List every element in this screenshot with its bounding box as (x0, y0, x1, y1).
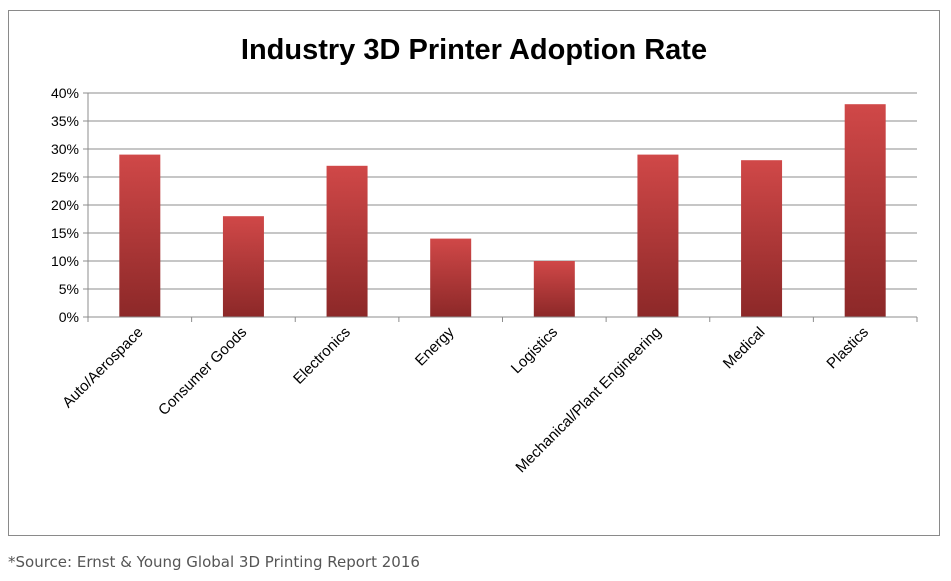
y-tick-label: 15% (51, 225, 79, 241)
y-tick-label: 30% (51, 141, 79, 157)
source-note: *Source: Ernst & Young Global 3D Printin… (8, 553, 420, 571)
bar (430, 238, 472, 317)
bar (326, 165, 368, 317)
bar-chart: Industry 3D Printer Adoption Rate 0% 5% 10… (51, 34, 918, 476)
x-axis-tick-labels: Auto/Aerospace Consumer Goods Electronics E… (59, 323, 872, 476)
x-tick-label: Electronics (290, 324, 354, 388)
y-axis-tick-labels: 0% 5% 10% 15% 20% 25% 30% 35% 40% (51, 85, 79, 325)
bars (119, 104, 886, 317)
y-tick-label: 40% (51, 85, 79, 101)
chart-title: Industry 3D Printer Adoption Rate (241, 34, 707, 66)
x-tick-label: Energy (412, 323, 458, 369)
bar (741, 160, 783, 317)
x-tick-label: Plastics (823, 324, 872, 373)
bar (533, 261, 575, 317)
x-tick-label: Auto/Aerospace (59, 324, 147, 412)
y-tick-label: 10% (51, 253, 79, 269)
y-tick-label: 35% (51, 113, 79, 129)
x-tick-label: Medical (720, 324, 769, 373)
bar (844, 104, 886, 317)
y-tick-label: 0% (59, 309, 79, 325)
bar (637, 154, 679, 317)
x-tick-label: Consumer Goods (155, 324, 250, 419)
chart-area: Industry 3D Printer Adoption Rate 0% 5% 10… (8, 10, 940, 536)
y-tick-label: 5% (59, 281, 79, 297)
axes (83, 92, 918, 322)
bar (119, 154, 161, 317)
gridlines (88, 92, 917, 318)
y-tick-label: 20% (51, 197, 79, 213)
x-tick-label: Logistics (508, 324, 561, 377)
y-tick-label: 25% (51, 169, 79, 185)
bar (222, 216, 264, 317)
